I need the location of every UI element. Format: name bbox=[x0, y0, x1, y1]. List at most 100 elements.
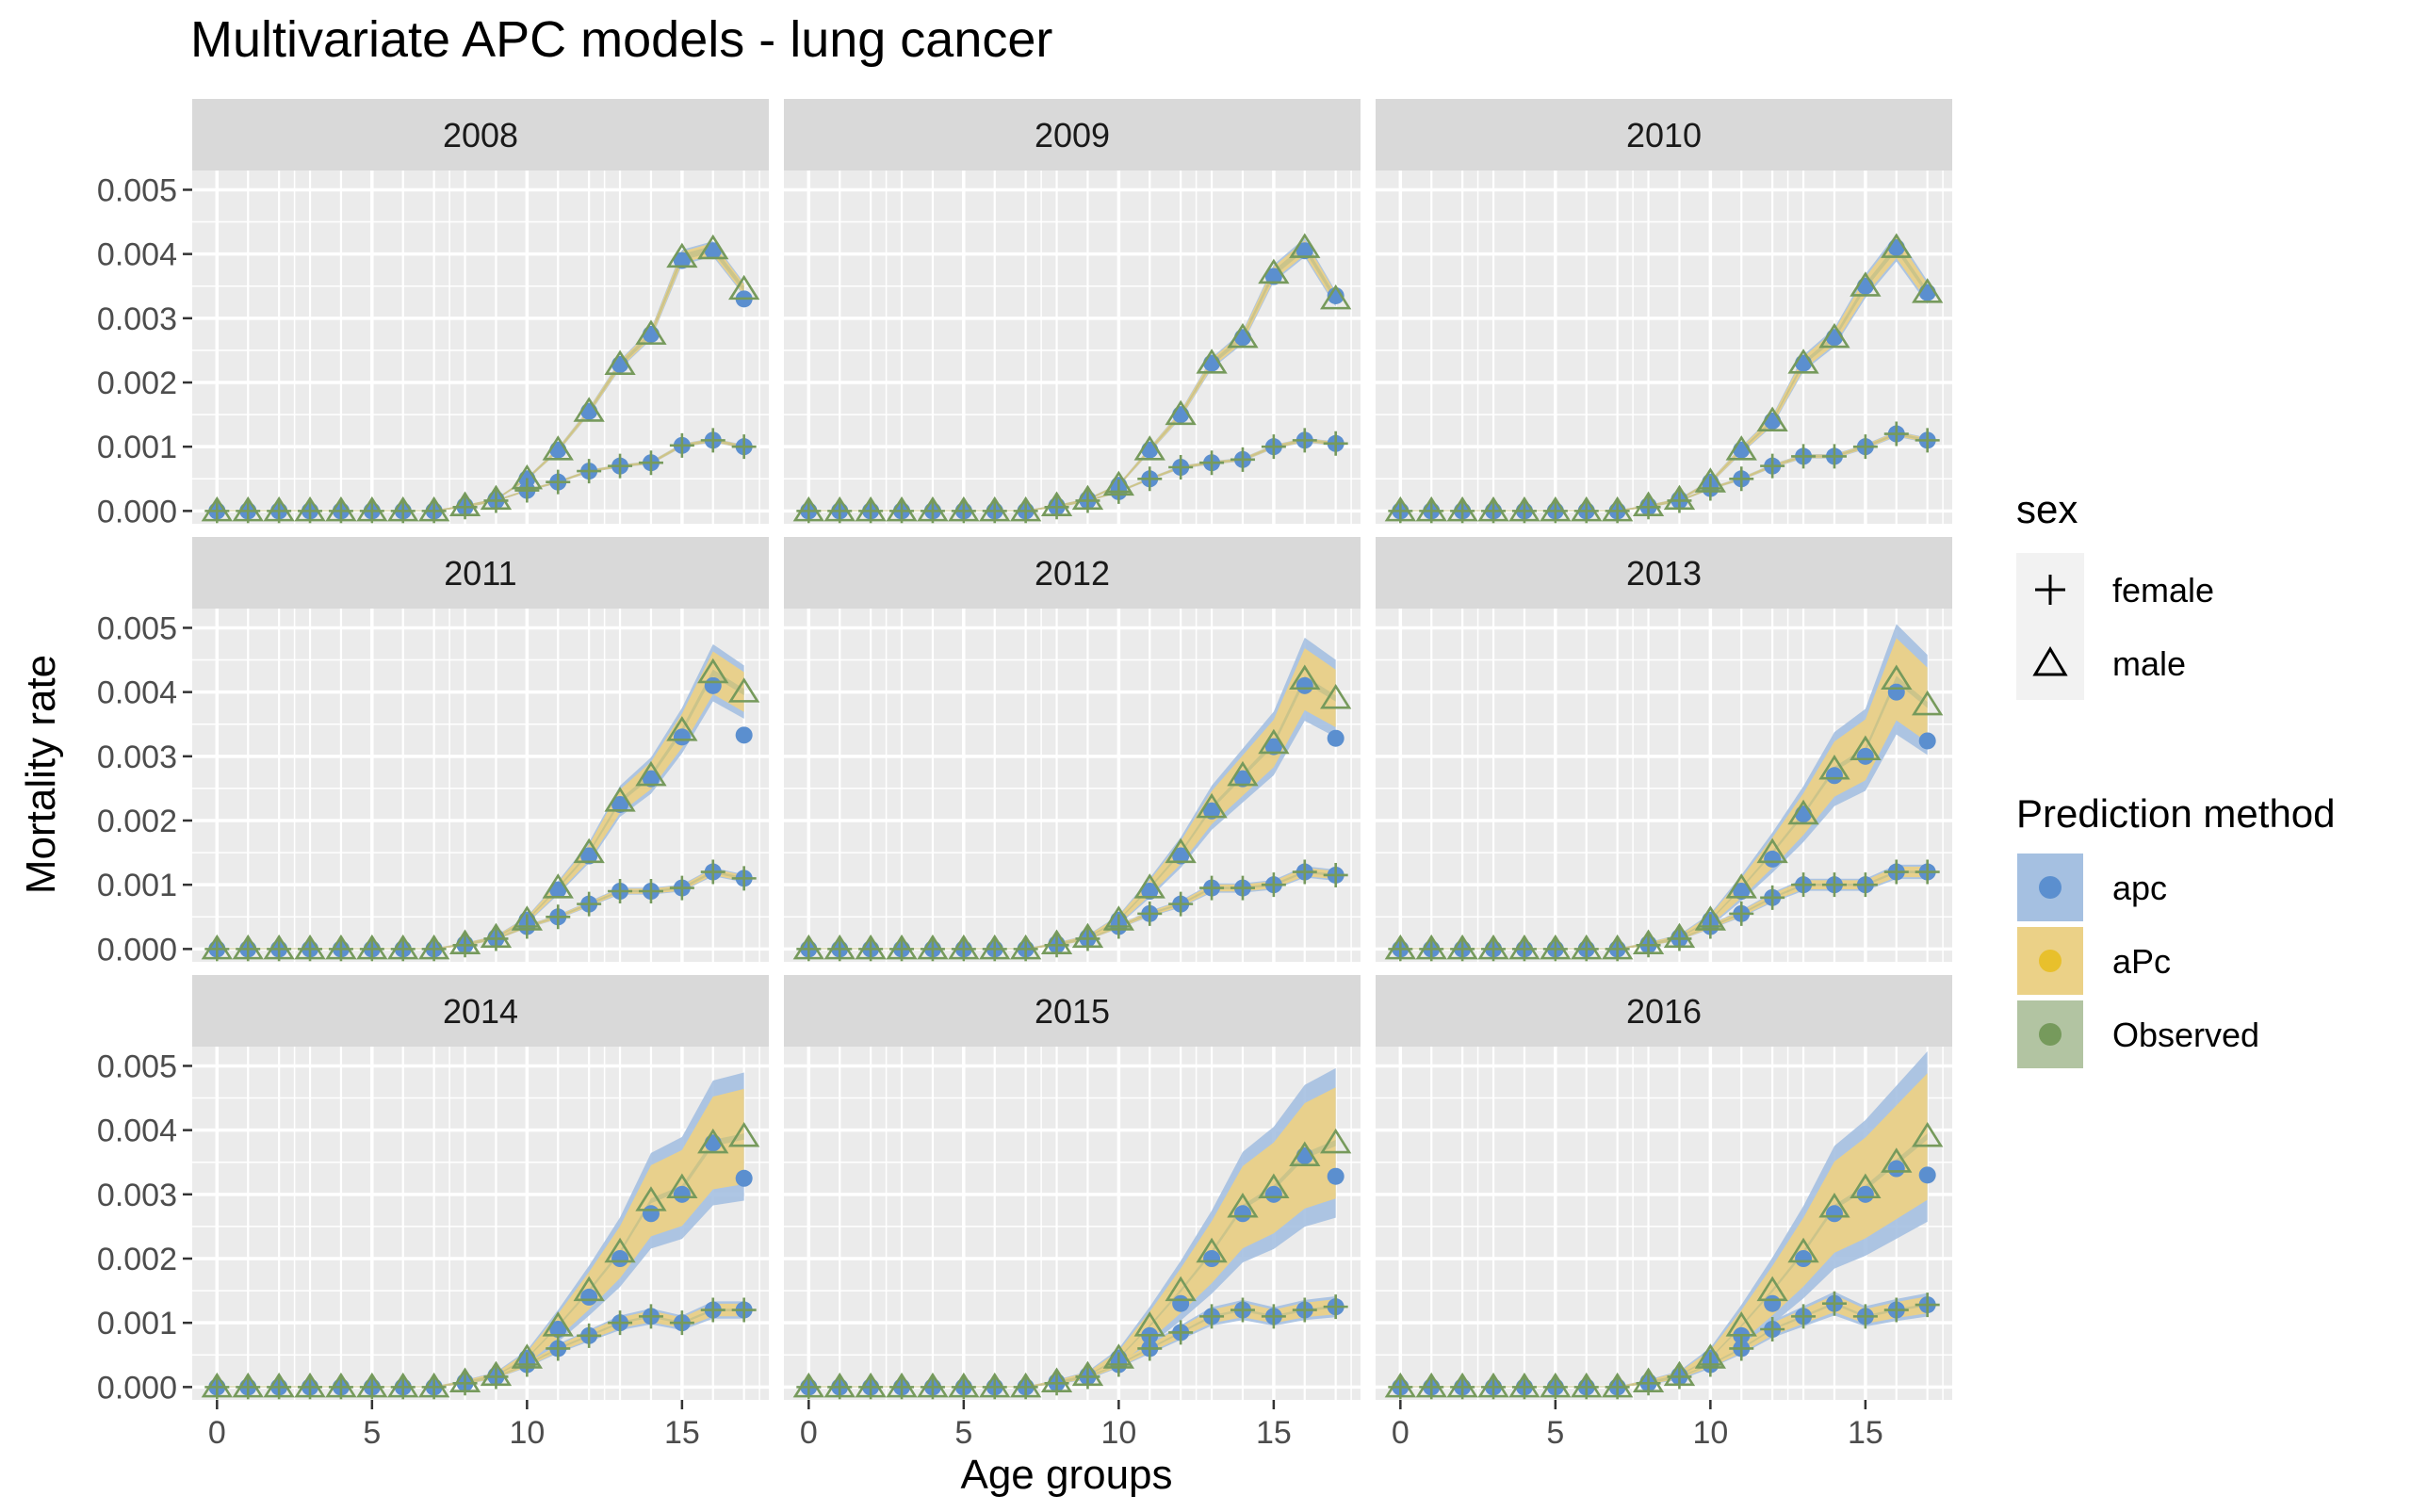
point-observed-male bbox=[1540, 496, 1572, 522]
panel-background bbox=[784, 609, 1361, 962]
panel-background bbox=[1376, 171, 1952, 524]
point-observed-male bbox=[1508, 496, 1540, 522]
point-observed-male bbox=[356, 496, 388, 522]
point-observed-female bbox=[1199, 875, 1225, 901]
point-apc-male bbox=[1172, 847, 1190, 865]
point-observed-male bbox=[792, 1372, 824, 1398]
point-observed-male bbox=[1912, 278, 1944, 303]
y-tick-label: 0.001 bbox=[97, 1306, 177, 1341]
point-observed-female bbox=[1199, 1304, 1225, 1329]
point-observed-female bbox=[514, 1352, 540, 1377]
point-observed-male bbox=[728, 1122, 760, 1147]
panel-2011: 2011 0.000 0.001 0.002 0.003 0.004 0.005 bbox=[97, 537, 769, 967]
facet-strip-label: 2010 bbox=[1626, 116, 1702, 154]
point-observed-male bbox=[1289, 233, 1321, 258]
point-observed-male bbox=[1663, 922, 1696, 949]
point-observed-male bbox=[948, 934, 980, 960]
point-observed-male bbox=[1009, 934, 1042, 960]
point-observed-male bbox=[1477, 934, 1509, 960]
point-observed-male bbox=[1601, 496, 1634, 522]
point-apc-male bbox=[1264, 268, 1282, 285]
point-observed-female bbox=[1323, 431, 1348, 456]
point-observed-male bbox=[263, 1372, 295, 1398]
y-tick-label: 0.000 bbox=[97, 494, 177, 529]
y-tick-label: 0.000 bbox=[97, 932, 177, 967]
point-apc-male bbox=[1918, 732, 1936, 750]
point-apc-male bbox=[1918, 284, 1936, 301]
y-axis-title: Mortality rate bbox=[18, 655, 64, 894]
point-observed-male bbox=[635, 1186, 667, 1211]
point-observed-male bbox=[792, 934, 824, 960]
point-observed-female bbox=[1821, 872, 1847, 898]
point-observed-male bbox=[325, 496, 357, 522]
point-apc-male bbox=[1233, 1205, 1251, 1223]
point-observed-female bbox=[1852, 872, 1878, 898]
point-observed-male bbox=[1787, 1237, 1819, 1263]
point-observed-female bbox=[1106, 1352, 1132, 1377]
point-observed-male bbox=[1850, 735, 1882, 761]
facet-strip-label: 2012 bbox=[1035, 554, 1110, 593]
point-observed-male bbox=[855, 1372, 887, 1398]
facet-strip bbox=[784, 975, 1361, 1047]
band-apc-alt-male bbox=[808, 1087, 1336, 1388]
point-observed-male bbox=[635, 319, 667, 345]
point-observed-male bbox=[325, 934, 357, 960]
point-observed-male bbox=[542, 873, 574, 899]
point-observed-male bbox=[1415, 1372, 1447, 1398]
legend-label-female: female bbox=[2112, 571, 2214, 610]
point-apc-male bbox=[611, 1250, 629, 1267]
point-observed-female bbox=[577, 891, 602, 917]
point-apc-male bbox=[580, 1288, 598, 1306]
facet-strip-label: 2013 bbox=[1626, 554, 1702, 593]
point-apc-male bbox=[704, 1134, 722, 1152]
point-apc-male bbox=[1296, 676, 1313, 694]
point-observed-female bbox=[1760, 1317, 1785, 1341]
point-apc-male bbox=[673, 1185, 691, 1203]
point-observed-male bbox=[1725, 1311, 1757, 1337]
point-observed-male bbox=[886, 496, 918, 522]
point-observed-male bbox=[1165, 399, 1197, 426]
x-tick-label: 15 bbox=[664, 1415, 700, 1451]
point-observed-female bbox=[731, 866, 757, 891]
y-tick-label: 0.005 bbox=[97, 172, 177, 208]
point-observed-female bbox=[577, 1323, 602, 1348]
point-observed-male bbox=[1756, 1276, 1788, 1302]
point-apc-male bbox=[704, 676, 722, 694]
point-observed-male bbox=[1196, 349, 1228, 374]
y-tick-label: 0.005 bbox=[97, 610, 177, 646]
panel-2009: 2009 bbox=[784, 99, 1361, 524]
point-observed-male bbox=[1384, 1372, 1416, 1398]
facet-strip-label: 2015 bbox=[1035, 992, 1110, 1031]
point-observed-female bbox=[1230, 447, 1255, 472]
point-observed-female bbox=[1915, 1293, 1940, 1318]
point-observed-male bbox=[448, 1367, 481, 1392]
point-apc-male bbox=[1856, 747, 1874, 765]
point-observed-male bbox=[666, 1173, 698, 1199]
point-observed-female bbox=[1821, 1291, 1847, 1316]
x-tick-label: 0 bbox=[800, 1415, 818, 1451]
point-apc-male bbox=[1856, 1185, 1874, 1203]
legend-label-Observed: Observed bbox=[2112, 1016, 2259, 1054]
facet-strip-label: 2011 bbox=[444, 554, 516, 593]
facet-strip-label: 2008 bbox=[443, 116, 518, 154]
y-tick-label: 0.001 bbox=[97, 868, 177, 903]
point-apc-male bbox=[1887, 238, 1905, 256]
point-observed-female bbox=[1137, 1336, 1163, 1361]
point-observed-male bbox=[1756, 406, 1788, 431]
panel-2008: 2008 0.000 0.001 0.002 0.003 0.004 0.005 bbox=[97, 99, 769, 529]
point-observed-female bbox=[1261, 434, 1286, 460]
point-apc-male bbox=[580, 847, 598, 865]
point-observed-male bbox=[1477, 496, 1509, 522]
point-apc-male bbox=[1296, 1146, 1313, 1164]
point-observed-male bbox=[979, 934, 1011, 960]
y-tick-label: 0.003 bbox=[97, 740, 177, 775]
point-apc-male bbox=[642, 325, 660, 343]
point-observed-male bbox=[1196, 1237, 1228, 1263]
point-observed-female bbox=[1852, 434, 1878, 460]
point-observed-female bbox=[638, 879, 663, 903]
point-observed-male bbox=[1725, 873, 1757, 899]
point-observed-male bbox=[1133, 1311, 1165, 1337]
point-observed-female bbox=[1791, 1304, 1817, 1329]
point-observed-male bbox=[635, 760, 667, 787]
point-observed-male bbox=[448, 929, 481, 954]
